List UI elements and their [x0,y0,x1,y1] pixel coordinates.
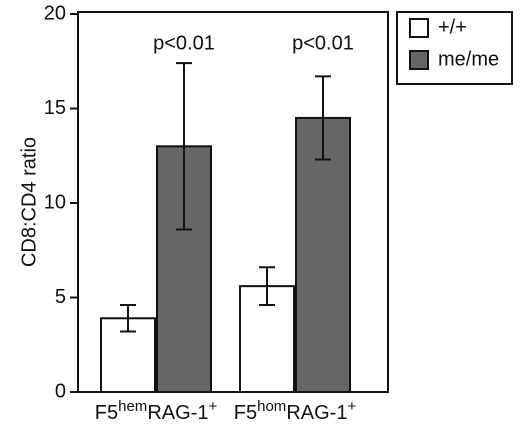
annotation: p<0.01 [153,32,215,54]
legend-label: me/me [438,48,499,70]
x-tick-label: F5homRAG-1+ [234,398,357,424]
y-tick-label: 20 [44,2,66,24]
x-tick-label-part: RAG-1 [147,402,208,424]
x-tick-label-part: + [208,398,217,415]
legend-label: +/+ [438,16,467,38]
legend-swatch [409,50,429,70]
y-axis-label: CD8:CD4 ratio [18,137,40,267]
x-tick-label-part: + [347,398,356,415]
error-bar [176,62,192,231]
error-bar [120,304,136,333]
y-tick-label: 0 [55,380,66,402]
x-tick-label-part: F5 [234,402,257,424]
x-tick-label-part: hem [118,398,147,415]
x-tick-label-part: RAG-1 [286,402,347,424]
x-tick-label: F5hemRAG-1+ [95,398,218,424]
error-bar [315,75,331,161]
annotation: p<0.01 [292,32,354,54]
legend-swatch [409,18,429,38]
y-tick-label: 15 [44,97,66,119]
x-tick-label-part: F5 [95,402,118,424]
legend-box [396,11,513,85]
error-bar [259,266,275,307]
y-tick-label: 5 [55,286,66,308]
y-tick-label: 10 [44,191,66,213]
x-tick-label-part: hom [257,398,286,415]
